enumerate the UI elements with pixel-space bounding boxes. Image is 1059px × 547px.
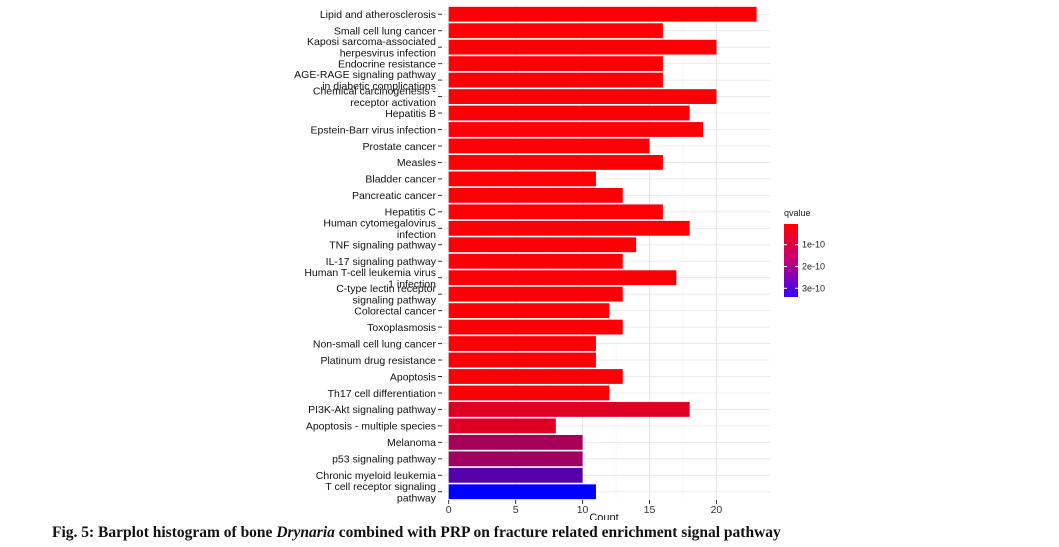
bar — [448, 303, 610, 319]
bar — [448, 204, 663, 220]
bar — [448, 89, 717, 104]
bar — [448, 352, 596, 368]
enrichment-barplot: Lipid and atherosclerosis Small cell lung… — [294, 6, 825, 520]
bar — [448, 6, 757, 22]
category-label: Non-small cell lung cancer — [313, 338, 437, 350]
bar — [448, 253, 623, 269]
bar — [448, 451, 583, 467]
category-label: Small cell lung cancer — [334, 26, 437, 38]
category-label: Th17 cell differentiation — [328, 388, 437, 400]
x-tick-label: 20 — [711, 504, 723, 516]
caption-prefix: Fig. 5: Barplot histogram of bone — [52, 524, 277, 541]
bar — [448, 484, 596, 500]
category-label: Apoptosis — [390, 371, 436, 383]
x-tick-label: 15 — [644, 504, 656, 516]
category-label: Hepatitis C — [385, 207, 437, 219]
category-label: C-type lectin receptor signaling pathway — [336, 283, 437, 307]
category-label: Toxoplasmosis — [367, 322, 436, 334]
category-label: Endocrine resistance — [338, 58, 436, 70]
bar — [448, 237, 637, 253]
caption-suffix: combined with PRP on fracture related en… — [334, 524, 781, 541]
category-label: Hepatitis B — [385, 108, 436, 120]
bars — [448, 6, 757, 500]
legend-label: 1e-10 — [802, 240, 825, 250]
bar — [448, 220, 690, 236]
bar — [448, 369, 623, 384]
bar — [448, 467, 583, 483]
bar — [448, 105, 690, 121]
legend-label: 3e-10 — [802, 283, 825, 293]
category-label: Chemical carcinogenesis -receptor activa… — [313, 86, 437, 110]
bar — [448, 286, 623, 302]
bar — [448, 319, 623, 335]
category-label: Human cytomegalovirus infection — [323, 217, 436, 241]
x-axis: 0 5 10 15 20 — [446, 500, 723, 516]
category-label: AGE-RAGE signaling pathway in diabetic co… — [294, 69, 437, 93]
category-label: p53 signaling pathway — [332, 454, 437, 466]
category-label: Prostate cancer — [362, 141, 436, 153]
bar — [448, 138, 650, 154]
category-label: Chronic myeloid leukemia — [316, 470, 436, 482]
x-axis-title: Count — [589, 512, 618, 520]
bar — [448, 402, 690, 417]
x-tick-label: 10 — [577, 504, 589, 516]
legend-colorbar — [784, 224, 798, 297]
category-label: Apoptosis - multiple species — [306, 421, 436, 433]
bar — [448, 72, 663, 88]
bar — [448, 418, 556, 434]
category-label: IL-17 signaling pathway — [326, 256, 437, 268]
category-label: Epstein-Barr virus infection — [311, 124, 437, 136]
bar — [448, 171, 596, 187]
category-label: PI3K-Akt signaling pathway — [308, 404, 437, 416]
category-label: Melanoma — [387, 437, 436, 449]
bar — [448, 270, 677, 286]
category-label: TNF signaling pathway — [329, 240, 437, 252]
bar — [448, 23, 663, 39]
category-label: Lipid and atherosclerosis — [320, 9, 436, 21]
category-label: T cell receptor signaling pathway — [325, 481, 436, 505]
category-label: Measles — [397, 157, 436, 169]
figure-caption: Fig. 5: Barplot histogram of bone Drynar… — [52, 524, 1052, 542]
bar — [448, 122, 704, 137]
category-labels: Lipid and atherosclerosis Small cell lung… — [294, 9, 442, 504]
category-label: Platinum drug resistance — [320, 355, 436, 367]
bar — [448, 187, 623, 203]
caption-italic: Drynaria — [276, 524, 335, 541]
bar — [448, 336, 596, 351]
category-label: Bladder cancer — [365, 174, 436, 186]
legend: qvalue 1e-10 2e-10 3e-10 — [784, 208, 825, 297]
bar — [448, 155, 663, 170]
legend-label: 2e-10 — [802, 261, 825, 271]
legend-title: qvalue — [784, 208, 811, 218]
category-label: Kaposi sarcoma-associated herpesvirus inf… — [307, 36, 436, 60]
bar — [448, 56, 663, 72]
plot-panel — [442, 6, 770, 500]
x-tick-label: 0 — [446, 504, 452, 516]
category-label: Human T-cell leukemia virus 1 infection — [304, 267, 436, 291]
bar — [448, 434, 583, 450]
category-label: Pancreatic cancer — [352, 190, 437, 202]
bar — [448, 39, 717, 55]
x-tick-label: 5 — [513, 504, 519, 516]
bar — [448, 385, 610, 401]
category-label: Colorectal cancer — [354, 305, 436, 317]
